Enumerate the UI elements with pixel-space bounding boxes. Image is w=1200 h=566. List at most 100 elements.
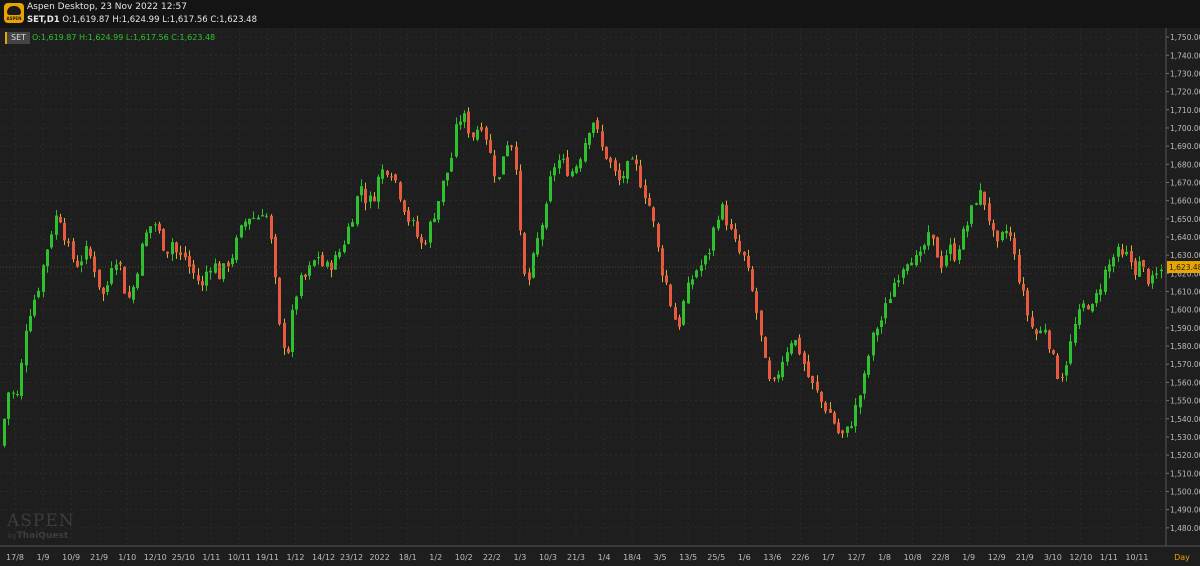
candle-body: [257, 217, 260, 220]
candle-body: [235, 237, 238, 260]
candle-body: [743, 251, 746, 256]
candle-body: [1078, 309, 1081, 325]
candle-body: [1134, 260, 1137, 275]
x-tick-label: 10/2: [455, 553, 473, 562]
candle-body: [571, 171, 574, 177]
y-tick-label: 1,560.00: [1170, 378, 1200, 387]
candle-body: [510, 145, 513, 147]
y-tick-label: 1,690.00: [1170, 142, 1200, 151]
symbol-ohlc-values: O:1,619.87 H:1,624.99 L:1,617.56 C:1,623…: [62, 15, 257, 25]
candle-body: [459, 121, 462, 125]
x-tick-label: 10/9: [62, 553, 80, 562]
candle-body: [803, 352, 806, 364]
candle-body: [975, 203, 978, 205]
candle-body: [669, 284, 672, 306]
candle-body: [1074, 324, 1077, 343]
candle-body: [798, 337, 801, 354]
y-tick-label: 1,710.00: [1170, 106, 1200, 115]
candle-body: [42, 265, 45, 292]
y-tick-label: 1,720.00: [1170, 88, 1200, 97]
candle-body: [274, 236, 277, 278]
candle-body: [1095, 293, 1098, 304]
y-tick-label: 1,490.00: [1170, 506, 1200, 515]
candle-body: [700, 265, 703, 271]
candle-body: [889, 299, 892, 304]
candle-body: [725, 205, 728, 226]
candle-body: [463, 113, 466, 123]
candle-body: [390, 176, 393, 178]
candle-body: [906, 264, 909, 271]
candle-body: [37, 290, 40, 298]
y-tick-label: 1,670.00: [1170, 178, 1200, 187]
candle-body: [360, 186, 363, 196]
candle-body: [1035, 329, 1038, 335]
candle-body: [927, 232, 930, 246]
aspen-logo-icon: [4, 3, 24, 23]
candlestick-chart[interactable]: 17/8 1/9 10/9 21/9 1/10 12/10 25/10 1/11 10/11 19…: [0, 28, 1200, 566]
candle-body: [33, 299, 36, 316]
x-tick-label: 1/7: [822, 553, 835, 562]
candle-body: [158, 223, 161, 231]
candle-body: [880, 320, 883, 327]
candle-body: [949, 244, 952, 254]
x-tick-label: 12/7: [847, 553, 865, 562]
candle-body: [755, 291, 758, 313]
candle-body: [816, 381, 819, 391]
symbol-ohlc-bar: SET,D1 O:1,619.87 H:1,624.99 L:1,617.56 …: [27, 15, 257, 25]
candle-body: [609, 158, 612, 163]
candle-body: [489, 140, 492, 153]
candle-body: [46, 249, 49, 267]
candle-body: [1117, 246, 1120, 257]
candle-body: [7, 392, 10, 419]
watermark-vendor: ThaiQuest: [16, 531, 69, 541]
y-tick-label: 1,540.00: [1170, 415, 1200, 424]
candle-body: [919, 251, 922, 256]
candle-body: [364, 188, 367, 204]
candle-body: [515, 146, 518, 170]
candle-body: [712, 227, 715, 251]
candle-body: [824, 402, 827, 412]
candle-body: [545, 203, 548, 228]
candle-body: [704, 255, 707, 265]
candle-body: [98, 269, 101, 288]
candle-body: [222, 263, 225, 280]
x-tick-label: 25/10: [172, 553, 195, 562]
candle-body: [1009, 232, 1012, 237]
candle-body: [1104, 269, 1107, 293]
x-tick-label: 14/12: [312, 553, 335, 562]
candle-body: [841, 430, 844, 434]
candle-body: [588, 132, 591, 145]
candle-body: [20, 362, 23, 396]
candle-body: [1155, 273, 1158, 275]
y-tick-label: 1,570.00: [1170, 360, 1200, 369]
x-tick-label: 13/6: [763, 553, 781, 562]
candle-body: [136, 273, 139, 288]
candle-body: [128, 291, 131, 298]
candle-body: [209, 270, 212, 273]
x-tick-label: 3/5: [654, 553, 667, 562]
candle-body: [747, 255, 750, 269]
series-tag[interactable]: SET: [5, 32, 31, 44]
candle-body: [790, 343, 793, 354]
candle-body: [416, 221, 419, 237]
x-tick-label: 19/11: [256, 553, 279, 562]
candle-body: [1031, 317, 1034, 327]
candle-body: [270, 215, 273, 240]
candle-body: [945, 255, 948, 266]
candle-body: [192, 264, 195, 273]
candle-body: [227, 262, 230, 267]
candle-body: [1005, 230, 1008, 234]
candle-body: [1121, 249, 1124, 255]
candle-body: [523, 233, 526, 274]
candle-body: [252, 217, 255, 219]
candle-body: [412, 219, 415, 221]
candle-body: [16, 394, 19, 396]
x-tick-label: 22/8: [932, 553, 950, 562]
candle-body: [1138, 261, 1141, 277]
candle-body: [1013, 238, 1016, 255]
symbol-label: SET,D1: [27, 15, 60, 25]
x-tick-label: 1/2: [429, 553, 442, 562]
x-tick-label: 1/9: [37, 553, 50, 562]
x-tick-label: 12/10: [144, 553, 167, 562]
candle-body: [691, 279, 694, 285]
